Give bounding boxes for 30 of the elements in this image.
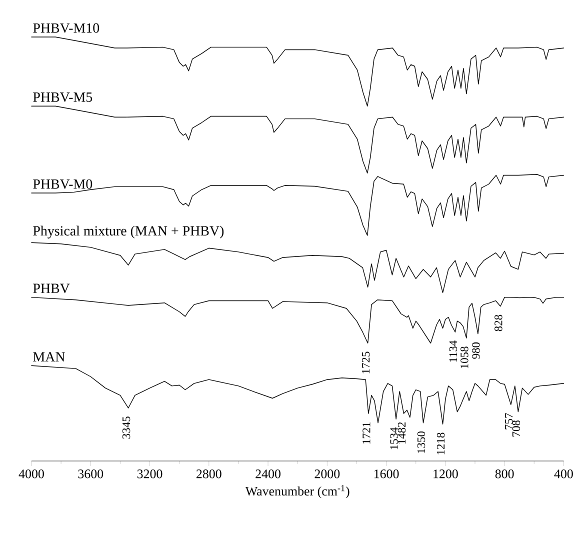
annotation: 1134 [449,340,458,362]
x-tick-label: 1200 [434,470,458,478]
series-label: Physical mixture (MAN + PHBV) [33,226,224,238]
x-tick-label: 800 [495,470,514,478]
annotation: 1482 [398,422,406,444]
x-tick-label: 2400 [256,470,280,478]
annotation: 708 [512,420,520,436]
x-tick-label: 400 [554,470,573,478]
series-label: PHBV-M5 [33,92,92,102]
x-tick-label: 1600 [374,470,399,478]
x-axis-title: Wavenumber (cm$^{-1}$) [245,485,350,498]
annotation: 3345 [122,416,130,439]
annotation: 1350 [417,431,426,453]
annotation: 980 [472,342,480,359]
series-label: PHBV [33,284,70,294]
annotation: 1058 [460,346,468,368]
annotation: 828 [494,314,502,332]
annotation: 1218 [436,432,445,454]
annotation: 1725 [362,352,370,374]
x-tick-label: 2000 [314,470,340,478]
x-tick-label: 3600 [78,470,104,478]
x-tick-label: 4000 [18,470,44,478]
series-label: MAN [33,352,65,362]
annotation: 1534 [390,427,398,450]
x-tick-label: 3200 [137,470,162,478]
annotation: 1721 [362,422,370,444]
x-tick-label: 2800 [196,470,222,478]
annotation: 757 [505,413,513,430]
series-label: PHBV-M10 [33,23,100,33]
series-label: PHBV-M0 [33,179,92,189]
